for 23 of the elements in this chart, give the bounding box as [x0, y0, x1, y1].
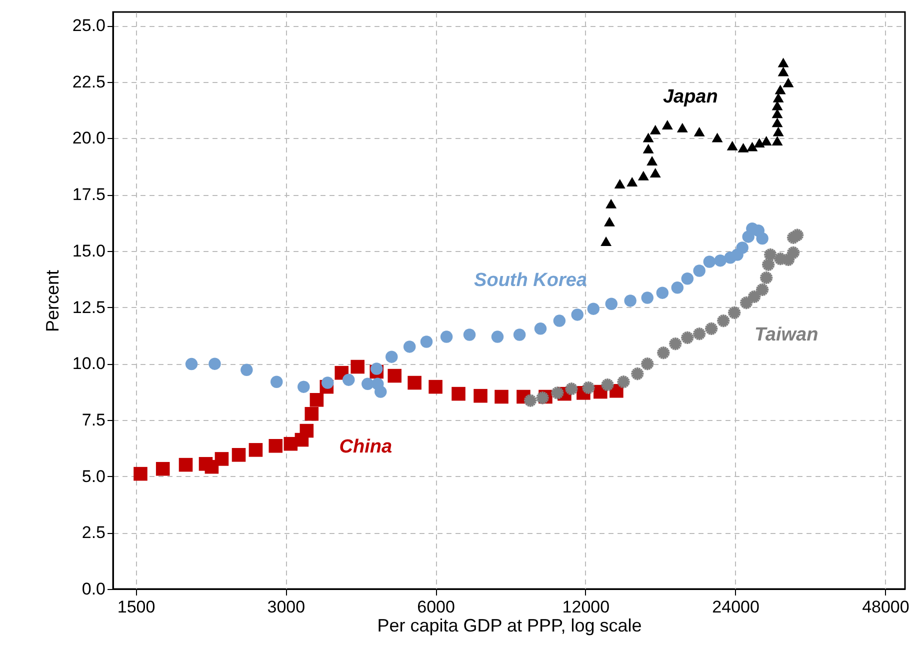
- y-tick-label: 25.0: [72, 16, 106, 36]
- y-tick-label: 20.0: [72, 128, 106, 148]
- series-label: China: [339, 436, 392, 458]
- y-tick-label: 22.5: [72, 72, 106, 92]
- series-label: South Korea: [474, 270, 588, 291]
- x-tick-label: 12000: [562, 598, 610, 616]
- x-tick-label: 1500: [117, 598, 156, 616]
- y-tick-label: 0.0: [82, 580, 106, 598]
- x-axis-title: Per capita GDP at PPP, log scale: [377, 616, 642, 636]
- y-tick-label: 5.0: [82, 466, 106, 486]
- series-label: Japan: [662, 86, 718, 108]
- y-tick-label: 15.0: [72, 241, 106, 260]
- y-tick-label: 17.5: [72, 185, 106, 204]
- y-tick-label: 12.5: [72, 298, 106, 317]
- y-tick-label: 7.5: [82, 410, 106, 430]
- y-axis-title: Percent: [42, 270, 62, 332]
- x-tick-label: 48000: [862, 598, 910, 616]
- y-tick-label: 2.5: [82, 523, 106, 542]
- x-tick-label: 3000: [267, 598, 306, 616]
- series-label: Taiwan: [754, 324, 818, 346]
- x-tick-label: 24000: [712, 598, 760, 616]
- x-tick-label: 6000: [417, 598, 455, 616]
- y-tick-label: 10.0: [72, 354, 106, 374]
